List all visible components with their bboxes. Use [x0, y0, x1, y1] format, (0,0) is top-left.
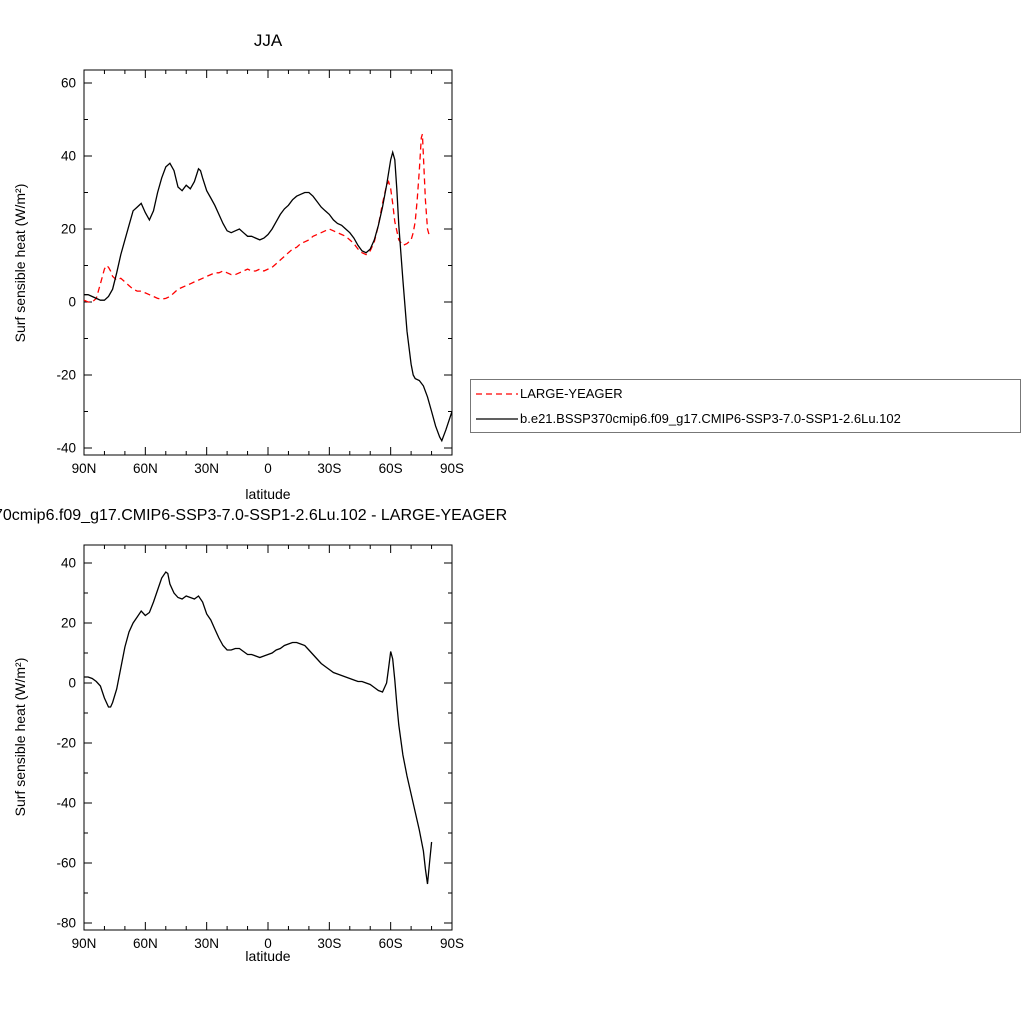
- y-tick-label: 0: [68, 295, 76, 310]
- plot-box: [83, 544, 453, 931]
- top-chart-y-axis-label: Surf sensible heat (W/m²): [12, 183, 28, 343]
- y-tick-label: -60: [56, 856, 76, 871]
- series-line: [84, 571, 433, 885]
- y-tick-label: -20: [56, 368, 76, 383]
- x-tick-label: 90N: [72, 461, 97, 476]
- bottom-chart-title: 70cmip6.f09_g17.CMIP6-SSP3-7.0-SSP1-2.6L…: [0, 507, 508, 524]
- x-tick-label: 60S: [379, 936, 403, 951]
- plot-box: [83, 69, 453, 456]
- y-tick-label: 40: [61, 149, 76, 164]
- top-chart-x-axis-label: latitude: [245, 486, 291, 502]
- legend-label-model: b.e21.BSSP370cmip6.f09_g17.CMIP6-SSP3-7.…: [520, 411, 901, 426]
- x-tick-label: 90N: [72, 936, 97, 951]
- y-tick-label: 20: [61, 222, 76, 237]
- series-line: [84, 149, 452, 443]
- y-tick-label: 40: [61, 556, 76, 571]
- x-tick-label: 90S: [440, 936, 464, 951]
- x-tick-label: 60N: [133, 461, 158, 476]
- y-tick-label: -40: [56, 441, 76, 456]
- y-tick-label: 20: [61, 616, 76, 631]
- legend-label-obs: LARGE-YEAGER: [520, 386, 623, 401]
- legend-entry-obs: LARGE-YEAGER: [471, 381, 1020, 406]
- series-line: [84, 133, 431, 303]
- y-tick-label: 0: [68, 676, 76, 691]
- legend-entry-model: b.e21.BSSP370cmip6.f09_g17.CMIP6-SSP3-7.…: [471, 406, 1020, 431]
- x-tick-label: 60N: [133, 936, 158, 951]
- x-tick-label: 30S: [317, 936, 341, 951]
- x-tick-label: 60S: [379, 461, 403, 476]
- y-tick-label: -20: [56, 736, 76, 751]
- bottom-chart-x-axis-label: latitude: [245, 948, 291, 964]
- y-tick-label: -80: [56, 916, 76, 931]
- legend-dashed-line-sample: [476, 392, 518, 395]
- y-tick-label: 60: [61, 76, 76, 91]
- legend-solid-line-sample: [476, 417, 518, 420]
- bottom-chart-y-axis-label: Surf sensible heat (W/m²): [12, 657, 28, 817]
- x-tick-label: 30S: [317, 461, 341, 476]
- x-tick-label: 30N: [194, 461, 219, 476]
- top-chart-title: JJA: [253, 31, 283, 50]
- x-tick-label: 0: [264, 936, 272, 951]
- x-tick-label: 90S: [440, 461, 464, 476]
- legend-box: LARGE-YEAGER b.e21.BSSP370cmip6.f09_g17.…: [470, 379, 1021, 433]
- x-tick-label: 30N: [194, 936, 219, 951]
- y-tick-label: -40: [56, 796, 76, 811]
- x-tick-label: 0: [264, 461, 272, 476]
